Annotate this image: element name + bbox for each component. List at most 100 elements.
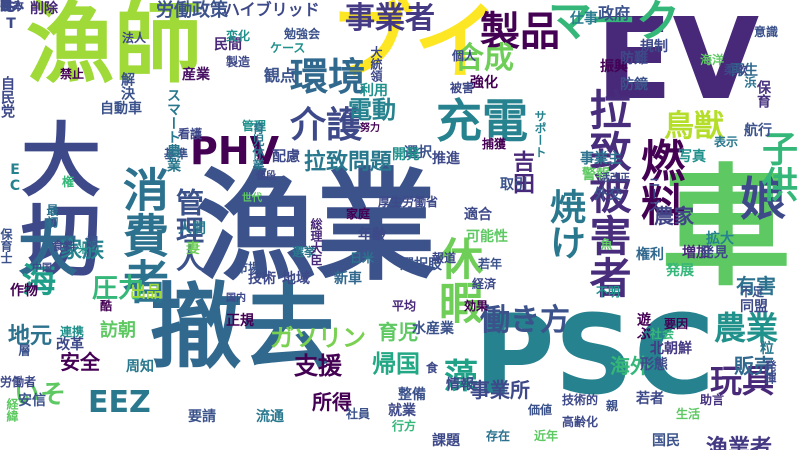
cloud-word: 粒 xyxy=(760,341,774,357)
cloud-word: 利用 xyxy=(360,83,388,99)
cloud-word: 子供 xyxy=(756,130,797,202)
cloud-word: 事業所 xyxy=(470,378,530,402)
cloud-word: 整備 xyxy=(398,387,426,403)
cloud-word: 強み xyxy=(0,0,25,13)
cloud-word: 安信 xyxy=(18,393,46,409)
cloud-word: 人間 xyxy=(178,221,206,237)
cloud-word: 大切 xyxy=(8,118,101,278)
cloud-word: 拉致問題 xyxy=(304,150,393,175)
cloud-word: 経済 xyxy=(472,277,497,291)
cloud-word: 充電 xyxy=(436,94,528,148)
cloud-word: 値段 xyxy=(256,171,276,182)
cloud-word: 海外 xyxy=(610,354,650,378)
cloud-word: 推進 xyxy=(432,151,460,167)
cloud-word: 経緯 xyxy=(5,398,19,422)
cloud-word: 技術的 xyxy=(562,393,599,407)
cloud-word: 要請 xyxy=(188,409,216,425)
cloud-word: 作物 xyxy=(10,283,38,299)
cloud-word: 保育士 xyxy=(0,228,13,264)
cloud-word: 消費者 xyxy=(116,166,170,304)
cloud-word: 法人 xyxy=(122,31,147,45)
cloud-word: 周知 xyxy=(126,359,154,375)
cloud-word: 労働者 xyxy=(0,375,37,389)
cloud-word: 厚生労働省 xyxy=(378,195,439,209)
cloud-word: 事業者 xyxy=(345,1,435,36)
cloud-word: 削除 xyxy=(30,1,58,17)
cloud-word: 権 xyxy=(62,175,75,189)
cloud-word: 世代 xyxy=(242,193,262,204)
cloud-word: スマート農業 xyxy=(165,88,181,172)
cloud-word: 民間 xyxy=(214,37,242,53)
cloud-word: 家族 xyxy=(60,238,105,263)
cloud-word: 帰国 xyxy=(372,350,420,378)
cloud-word: 生活 xyxy=(676,407,701,421)
cloud-word: 表示 xyxy=(714,135,739,149)
cloud-word: EV xyxy=(596,0,760,125)
cloud-word: 課題 xyxy=(432,433,460,449)
cloud-word: 訪朝 xyxy=(100,320,136,341)
cloud-word: 介護 xyxy=(290,105,363,146)
cloud-word: 政府 xyxy=(598,4,631,23)
cloud-word: いそ xyxy=(14,380,67,410)
cloud-word: 漁業者 xyxy=(706,436,773,450)
cloud-word: 流通 xyxy=(256,409,284,425)
cloud-word: 変化 xyxy=(226,29,251,43)
cloud-word: 食料 xyxy=(52,239,77,253)
cloud-word: 配慮 xyxy=(272,149,300,165)
cloud-word: 娘 xyxy=(740,172,786,226)
cloud-word: 管理人 xyxy=(172,188,205,272)
cloud-word: 海 xyxy=(22,261,56,301)
cloud-word: 間 xyxy=(0,0,13,13)
cloud-word: ケース xyxy=(270,41,306,55)
cloud-word: 電動 xyxy=(348,96,396,124)
cloud-word: 地域 xyxy=(282,271,310,287)
cloud-word: 車 xyxy=(639,158,791,288)
cloud-word: 自動車 xyxy=(100,101,142,117)
cloud-word: 自民党 xyxy=(0,76,15,118)
cloud-word: 産業 xyxy=(182,67,210,83)
cloud-word: 形態 xyxy=(640,357,668,373)
cloud-word: 発展 xyxy=(666,263,694,279)
cloud-word: 育児休業 xyxy=(251,122,265,170)
cloud-word: 日米 xyxy=(350,251,375,265)
cloud-word: 燃料 xyxy=(633,138,684,226)
cloud-word: 食 xyxy=(426,361,439,375)
cloud-word: 所得 xyxy=(312,390,352,414)
cloud-word: 調 xyxy=(86,235,99,249)
cloud-word: 大統領 xyxy=(369,46,383,82)
cloud-word: 規制 xyxy=(640,39,668,55)
cloud-word: 技術 xyxy=(248,271,276,287)
cloud-word: 安全 xyxy=(60,350,100,374)
cloud-word: 販売 xyxy=(734,354,774,378)
cloud-word: 防鏡 xyxy=(620,77,648,93)
cloud-word: 開発 xyxy=(392,147,420,163)
cloud-word: 基準 xyxy=(164,147,189,161)
cloud-word: 社員 xyxy=(346,407,371,421)
cloud-word: 禁止 xyxy=(60,67,85,81)
cloud-word: EEZ xyxy=(88,385,151,420)
cloud-word: 親 xyxy=(606,399,619,413)
cloud-word: PSC xyxy=(474,291,715,419)
cloud-word: 最初 xyxy=(45,204,59,228)
cloud-word: 勉強会 xyxy=(284,27,321,41)
cloud-word: 水産業 xyxy=(412,321,454,337)
cloud-word: 近年 xyxy=(534,429,559,443)
cloud-word: 中国 xyxy=(32,263,52,274)
cloud-word: 発見 xyxy=(700,245,728,261)
cloud-word: 日本 xyxy=(0,0,25,13)
cloud-word: 行方 xyxy=(392,419,417,433)
cloud-word: 出品 xyxy=(130,282,163,301)
cloud-word: 魚 xyxy=(599,238,613,250)
cloud-word: 不明 xyxy=(596,285,621,299)
cloud-word: 取引 xyxy=(500,177,528,193)
cloud-word: 事業主 xyxy=(580,151,622,167)
cloud-word: 製品 xyxy=(480,9,560,55)
cloud-word: 価値 xyxy=(528,403,553,417)
cloud-word: 振興 xyxy=(600,59,628,75)
cloud-word: 連携 xyxy=(60,325,85,339)
cloud-word: 育児 xyxy=(378,320,418,344)
cloud-word: 社会 xyxy=(650,327,675,341)
cloud-word: 家庭 xyxy=(346,207,371,221)
cloud-word: ST xyxy=(3,0,19,32)
